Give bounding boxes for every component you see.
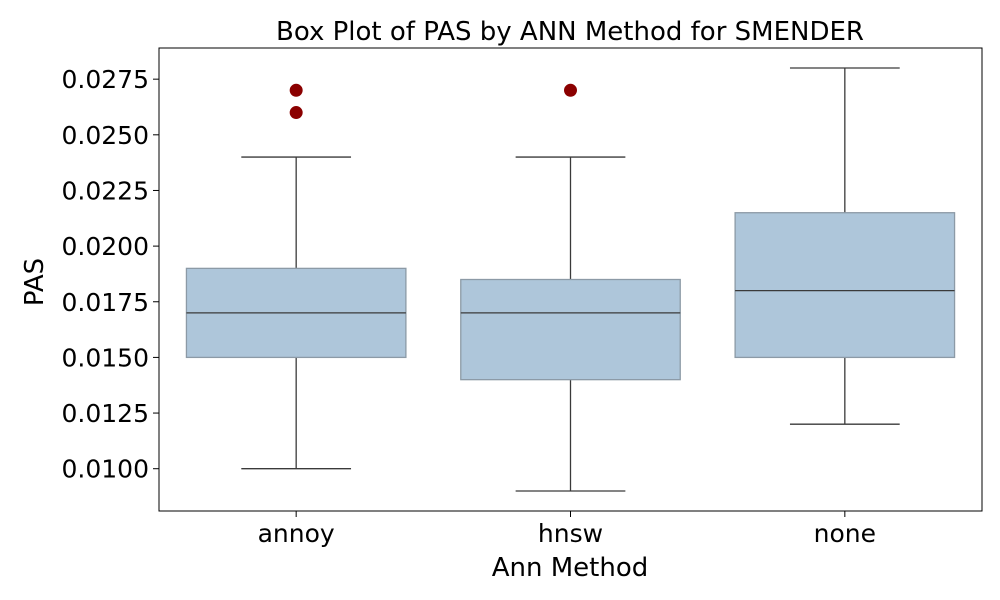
- x-tick-label: none: [814, 519, 876, 548]
- y-tick-label: 0.0200: [62, 232, 149, 261]
- x-axis-label: Ann Method: [492, 553, 649, 583]
- outlier-point: [289, 83, 303, 97]
- y-tick-label: 0.0175: [62, 288, 149, 317]
- y-tick-label: 0.0225: [62, 176, 149, 205]
- y-axis: 0.0100 0.0125 0.0150 0.0175 0.0200 0.0225 0.02…: [62, 65, 159, 484]
- iqr-box: [460, 278, 681, 381]
- boxes-layer: [185, 67, 956, 492]
- box-group-hnsw: [460, 83, 681, 492]
- x-axis: annoy hnsw none: [258, 511, 876, 548]
- iqr-box: [734, 212, 956, 359]
- box-group-annoy: [185, 83, 407, 470]
- y-axis-label: PAS: [20, 258, 50, 306]
- y-tick-label: 0.0250: [62, 121, 149, 150]
- y-tick-label: 0.0100: [62, 455, 149, 484]
- chart-title: Box Plot of PAS by ANN Method for SMENDE…: [276, 17, 864, 47]
- y-tick-label: 0.0125: [62, 399, 149, 428]
- y-tick-label: 0.0275: [62, 65, 149, 94]
- x-tick-label: hnsw: [538, 519, 603, 548]
- box-group-none: [734, 67, 956, 425]
- y-tick-label: 0.0150: [62, 343, 149, 372]
- outlier-point: [564, 83, 577, 97]
- x-tick-label: annoy: [258, 519, 335, 548]
- outlier-point: [289, 106, 303, 120]
